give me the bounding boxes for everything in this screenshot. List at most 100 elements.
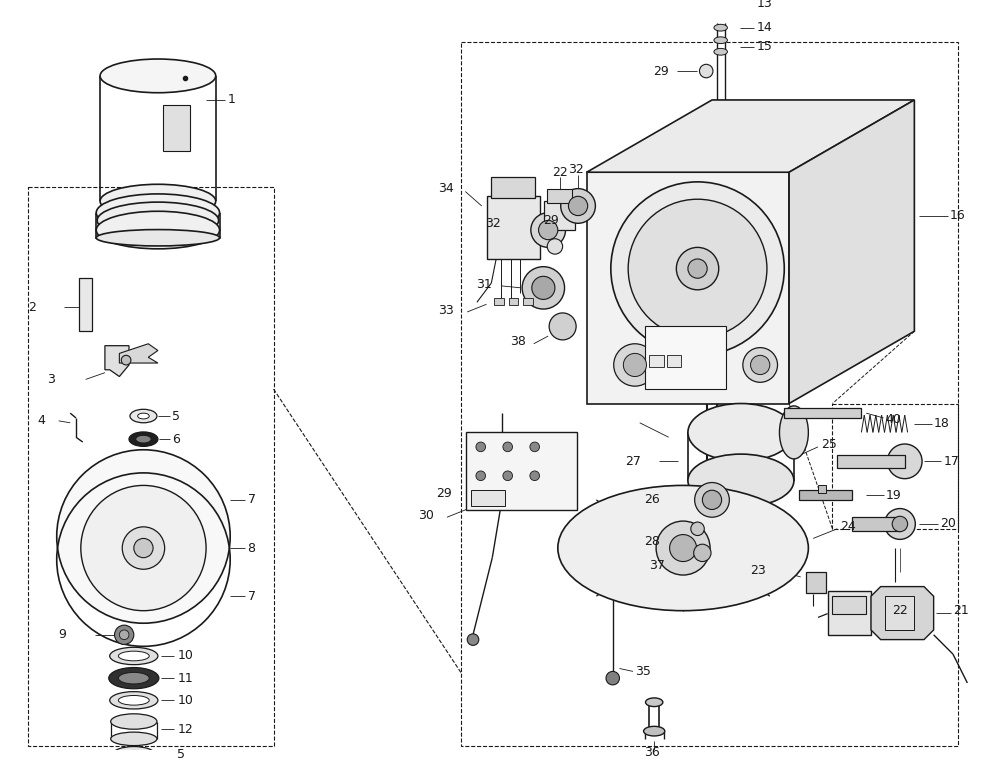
Bar <box>837 454 905 468</box>
Text: 32: 32 <box>568 163 584 176</box>
Text: 20: 20 <box>940 518 956 530</box>
Circle shape <box>57 450 230 623</box>
Bar <box>471 490 505 505</box>
Bar <box>509 297 518 306</box>
Polygon shape <box>789 100 914 404</box>
Text: 6: 6 <box>172 432 180 445</box>
Circle shape <box>568 196 588 216</box>
Ellipse shape <box>129 432 158 446</box>
Bar <box>494 297 504 306</box>
Ellipse shape <box>113 746 155 760</box>
Bar <box>832 597 866 613</box>
Bar <box>667 356 681 367</box>
Text: 7: 7 <box>248 590 256 603</box>
Text: 10: 10 <box>177 694 193 707</box>
Circle shape <box>547 239 563 254</box>
Circle shape <box>676 248 719 290</box>
Text: 27: 27 <box>625 454 641 468</box>
Text: 23: 23 <box>751 564 766 577</box>
Circle shape <box>695 483 729 518</box>
Ellipse shape <box>109 667 159 689</box>
Bar <box>466 432 577 509</box>
Text: 18: 18 <box>934 417 950 430</box>
Circle shape <box>606 671 619 685</box>
Circle shape <box>892 516 908 532</box>
Bar <box>547 188 572 203</box>
Ellipse shape <box>100 184 216 218</box>
Text: 37: 37 <box>649 559 665 572</box>
Text: 28: 28 <box>645 535 660 548</box>
Text: 1: 1 <box>227 93 235 106</box>
Text: 3: 3 <box>47 373 55 386</box>
Circle shape <box>530 471 540 480</box>
Ellipse shape <box>688 404 794 461</box>
Bar <box>784 408 861 418</box>
Bar <box>885 597 914 630</box>
Bar <box>487 196 540 259</box>
Text: 34: 34 <box>438 182 454 195</box>
Text: 25: 25 <box>821 439 837 451</box>
Bar <box>96 230 220 238</box>
Text: 21: 21 <box>953 604 969 617</box>
Ellipse shape <box>96 194 220 232</box>
Bar <box>852 518 900 530</box>
Circle shape <box>751 356 770 375</box>
Text: 19: 19 <box>885 489 901 502</box>
Ellipse shape <box>118 695 149 705</box>
Bar <box>544 201 575 230</box>
Bar <box>79 278 92 331</box>
Bar <box>523 297 533 306</box>
Ellipse shape <box>714 49 727 55</box>
Circle shape <box>134 538 153 558</box>
Ellipse shape <box>714 36 727 43</box>
Ellipse shape <box>110 648 158 665</box>
Circle shape <box>614 344 656 386</box>
Ellipse shape <box>96 230 220 246</box>
Bar <box>649 356 664 367</box>
Bar <box>799 490 852 500</box>
Text: 2: 2 <box>28 301 36 314</box>
Text: 32: 32 <box>486 217 501 230</box>
Ellipse shape <box>100 59 216 93</box>
Ellipse shape <box>646 698 663 707</box>
Text: 29: 29 <box>543 214 559 227</box>
Ellipse shape <box>136 435 151 443</box>
Text: 30: 30 <box>418 508 434 522</box>
Circle shape <box>694 544 711 562</box>
Circle shape <box>122 527 165 569</box>
Ellipse shape <box>688 454 794 507</box>
Circle shape <box>628 199 767 338</box>
Ellipse shape <box>558 486 808 611</box>
Circle shape <box>531 213 566 248</box>
Ellipse shape <box>714 10 727 17</box>
Circle shape <box>503 442 513 451</box>
Ellipse shape <box>130 410 157 423</box>
Polygon shape <box>105 346 129 376</box>
Text: 35: 35 <box>635 665 651 678</box>
Ellipse shape <box>97 202 219 239</box>
Text: 29: 29 <box>436 486 452 499</box>
Circle shape <box>688 259 707 278</box>
Text: 22: 22 <box>552 166 568 179</box>
Ellipse shape <box>123 750 144 758</box>
Ellipse shape <box>118 651 149 660</box>
Polygon shape <box>587 100 914 173</box>
Text: 5: 5 <box>172 410 180 423</box>
Ellipse shape <box>96 211 220 249</box>
Ellipse shape <box>111 732 157 746</box>
Text: 9: 9 <box>59 629 67 641</box>
Circle shape <box>561 188 595 223</box>
Bar <box>491 177 535 198</box>
Ellipse shape <box>644 727 665 736</box>
Bar <box>645 326 726 389</box>
Circle shape <box>549 313 576 340</box>
Text: 11: 11 <box>177 672 193 685</box>
Circle shape <box>476 471 486 480</box>
Ellipse shape <box>111 714 157 729</box>
Circle shape <box>743 347 778 382</box>
Text: 13: 13 <box>756 0 772 10</box>
Circle shape <box>702 490 722 509</box>
Polygon shape <box>587 173 789 404</box>
Text: 10: 10 <box>177 650 193 663</box>
Circle shape <box>884 508 915 540</box>
